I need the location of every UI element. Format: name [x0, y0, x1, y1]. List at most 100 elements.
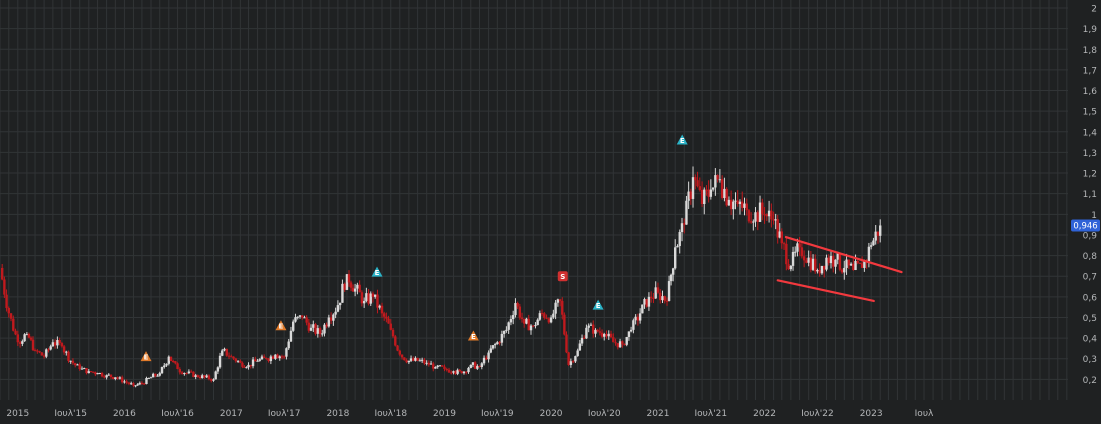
candle-body[interactable]	[696, 180, 699, 187]
candle-body[interactable]	[518, 306, 522, 318]
candle-body[interactable]	[118, 377, 122, 379]
candle-body[interactable]	[523, 318, 526, 324]
candle-body[interactable]	[594, 329, 597, 334]
candle-body[interactable]	[385, 316, 388, 319]
candle-body[interactable]	[632, 320, 635, 330]
candle-body[interactable]	[823, 265, 826, 270]
event-marker-earnings[interactable]: E	[275, 320, 287, 331]
candle-body[interactable]	[427, 362, 431, 365]
candle-body[interactable]	[685, 200, 688, 225]
candle-body[interactable]	[42, 355, 46, 357]
candle-body[interactable]	[130, 383, 133, 385]
candle-body[interactable]	[661, 296, 664, 301]
candle-body[interactable]	[327, 317, 331, 327]
candle-body[interactable]	[309, 327, 313, 331]
candle-body[interactable]	[667, 281, 671, 301]
candle-body[interactable]	[36, 350, 39, 352]
candle-body[interactable]	[603, 333, 606, 337]
candle-body[interactable]	[498, 342, 501, 344]
candle-body[interactable]	[0, 267, 4, 280]
candle-body[interactable]	[552, 313, 555, 318]
candle-body[interactable]	[189, 371, 193, 373]
candle-body[interactable]	[840, 269, 844, 273]
candle-body[interactable]	[180, 372, 184, 374]
candle-body[interactable]	[353, 288, 357, 292]
candle-body[interactable]	[450, 372, 453, 374]
event-marker-dividend[interactable]: E	[371, 266, 383, 278]
candle-body[interactable]	[807, 257, 810, 263]
candle-body[interactable]	[289, 330, 293, 342]
candle-body[interactable]	[436, 365, 439, 367]
candle-body[interactable]	[423, 359, 426, 364]
candle-body[interactable]	[476, 365, 479, 369]
candle-body[interactable]	[845, 259, 848, 268]
candle-body[interactable]	[825, 257, 828, 270]
candle-body[interactable]	[369, 293, 372, 304]
candle-body[interactable]	[538, 313, 542, 320]
candle-body[interactable]	[27, 333, 31, 338]
candle-body[interactable]	[116, 377, 119, 379]
candle-body[interactable]	[343, 283, 346, 290]
candle-body[interactable]	[761, 202, 764, 215]
candle-body[interactable]	[698, 186, 702, 190]
candle-body[interactable]	[80, 368, 84, 370]
candle-body[interactable]	[69, 360, 72, 362]
candle-body[interactable]	[507, 322, 510, 330]
candle-body[interactable]	[9, 313, 13, 319]
candle-body[interactable]	[105, 375, 108, 378]
candle-body[interactable]	[53, 342, 57, 346]
candle-body[interactable]	[282, 356, 286, 358]
candle-body[interactable]	[414, 357, 417, 361]
candle-body[interactable]	[749, 221, 753, 223]
candle-body[interactable]	[136, 384, 139, 386]
candle-body[interactable]	[711, 187, 715, 190]
candle-body[interactable]	[71, 360, 75, 364]
candle-body[interactable]	[347, 274, 351, 283]
candle-body[interactable]	[772, 219, 775, 221]
candle-body[interactable]	[879, 225, 882, 236]
candle-body[interactable]	[785, 243, 788, 265]
candle-body[interactable]	[351, 287, 355, 292]
candle-body[interactable]	[638, 313, 642, 321]
candle-body[interactable]	[56, 340, 59, 346]
candle-body[interactable]	[707, 189, 710, 197]
candle-body[interactable]	[705, 189, 708, 191]
candle-body[interactable]	[809, 257, 813, 270]
candle-body[interactable]	[491, 345, 495, 349]
candle-body[interactable]	[416, 357, 419, 361]
candle-body[interactable]	[847, 259, 851, 266]
candle-body[interactable]	[183, 373, 186, 375]
candle-body[interactable]	[103, 376, 106, 378]
candle-body[interactable]	[256, 360, 259, 362]
candle-body[interactable]	[671, 268, 675, 275]
candle-body[interactable]	[874, 231, 877, 241]
candle-body[interactable]	[571, 361, 575, 363]
candle-body[interactable]	[709, 189, 713, 197]
candle-body[interactable]	[694, 177, 697, 181]
candle-body[interactable]	[51, 342, 55, 347]
candle-body[interactable]	[14, 330, 17, 335]
candle-body[interactable]	[132, 383, 135, 386]
candle-body[interactable]	[802, 256, 806, 261]
candle-body[interactable]	[787, 264, 790, 270]
candle-body[interactable]	[338, 302, 342, 306]
candle-body[interactable]	[592, 324, 595, 334]
candle-body[interactable]	[247, 364, 250, 368]
candle-body[interactable]	[716, 175, 719, 180]
candle-body[interactable]	[561, 300, 564, 315]
candle-body[interactable]	[703, 189, 706, 204]
candle-body[interactable]	[527, 318, 530, 331]
candle-body[interactable]	[236, 360, 240, 362]
candle-body[interactable]	[178, 369, 182, 373]
candle-body[interactable]	[473, 362, 477, 369]
candle-body[interactable]	[794, 251, 797, 253]
candle-body[interactable]	[723, 188, 726, 199]
candle-body[interactable]	[732, 201, 735, 210]
candle-body[interactable]	[678, 232, 681, 247]
candle-body[interactable]	[467, 367, 470, 373]
candle-body[interactable]	[852, 263, 855, 271]
candle-body[interactable]	[367, 293, 370, 304]
candle-body[interactable]	[125, 381, 128, 383]
candle-body[interactable]	[578, 343, 582, 351]
